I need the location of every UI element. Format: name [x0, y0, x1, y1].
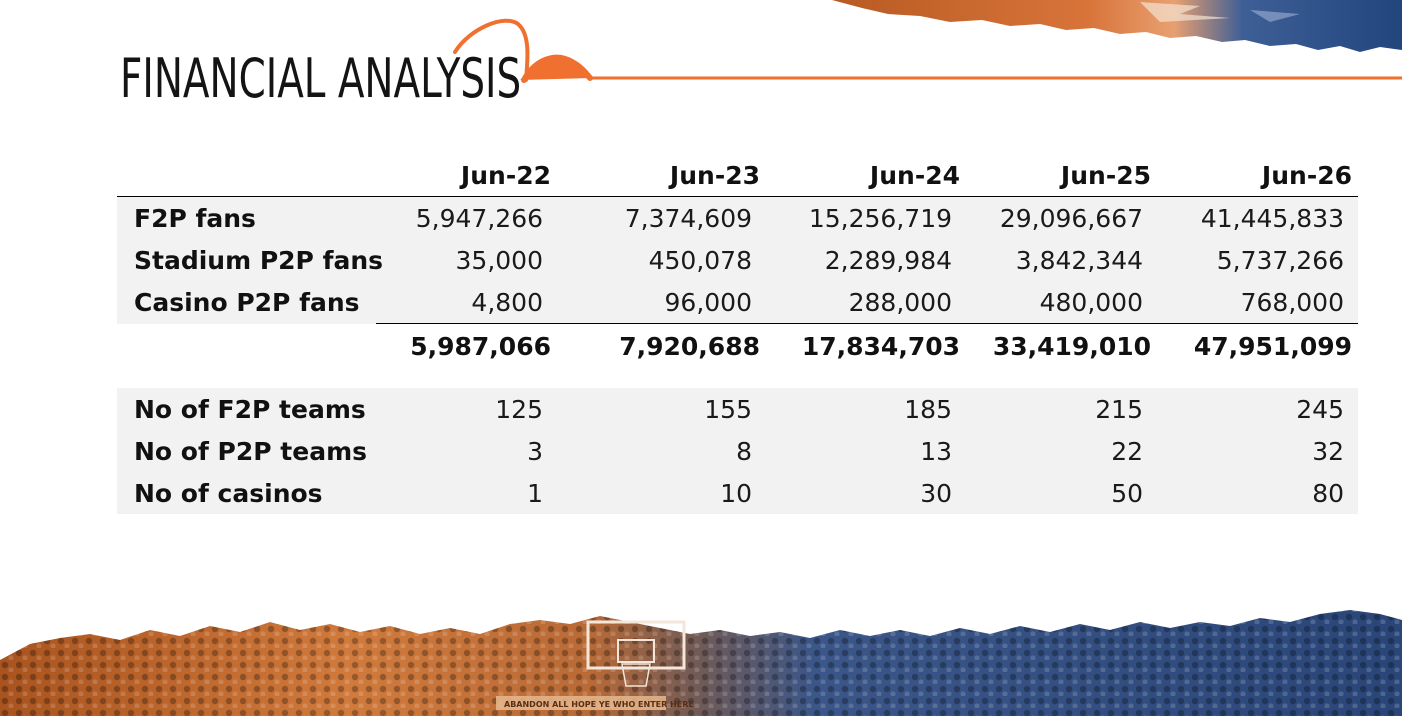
table-cell: 96,000: [557, 281, 766, 324]
total-cell: 17,834,703: [766, 323, 966, 368]
financial-table: Jun-22 Jun-23 Jun-24 Jun-25 Jun-26 F2P f…: [117, 155, 1358, 514]
header-blank-cell: [117, 155, 376, 197]
table-cell: 30: [766, 472, 966, 514]
top-brush-decoration: [832, 0, 1402, 52]
table-row-f2p-teams: No of F2P teams 125 155 185 215 245: [117, 388, 1358, 430]
table-row-stadium-p2p-fans: Stadium P2P fans 35,000 450,078 2,289,98…: [117, 239, 1358, 281]
table-cell: 4,800: [376, 281, 557, 324]
table-row-f2p-fans: F2P fans 5,947,266 7,374,609 15,256,719 …: [117, 196, 1358, 239]
title-swoosh-line: [453, 18, 1402, 83]
row-label: No of P2P teams: [117, 430, 376, 472]
total-cell: 7,920,688: [557, 323, 766, 368]
table-cell: 35,000: [376, 239, 557, 281]
table-cell: 2,289,984: [766, 239, 966, 281]
table-cell: 245: [1157, 388, 1358, 430]
column-header-jun-26: Jun-26: [1157, 155, 1358, 197]
table-cell: 3: [376, 430, 557, 472]
table-cell: 155: [557, 388, 766, 430]
total-cell: 47,951,099: [1157, 323, 1358, 368]
table-cell: 5,947,266: [376, 196, 557, 239]
table-cell: 215: [966, 388, 1157, 430]
table-cell: 288,000: [766, 281, 966, 324]
table-row-casino-p2p-fans: Casino P2P fans 4,800 96,000 288,000 480…: [117, 281, 1358, 324]
table-cell: 768,000: [1157, 281, 1358, 324]
total-blank-cell: [117, 323, 376, 368]
table-cell: 15,256,719: [766, 196, 966, 239]
column-header-jun-23: Jun-23: [557, 155, 766, 197]
table-cell: 41,445,833: [1157, 196, 1358, 239]
table-cell: 80: [1157, 472, 1358, 514]
table-header-row: Jun-22 Jun-23 Jun-24 Jun-25 Jun-26: [117, 155, 1358, 197]
table-cell: 8: [557, 430, 766, 472]
financial-table-container: Jun-22 Jun-23 Jun-24 Jun-25 Jun-26 F2P f…: [117, 155, 1358, 514]
table-row-p2p-teams: No of P2P teams 3 8 13 22 32: [117, 430, 1358, 472]
column-header-jun-24: Jun-24: [766, 155, 966, 197]
column-header-jun-22: Jun-22: [376, 155, 557, 197]
row-label: No of casinos: [117, 472, 376, 514]
table-spacer-row: [117, 368, 1358, 388]
table-cell: 185: [766, 388, 966, 430]
row-label: Casino P2P fans: [117, 281, 376, 324]
table-cell: 10: [557, 472, 766, 514]
row-label: F2P fans: [117, 196, 376, 239]
page-title: FINANCIAL ANALYSIS: [120, 47, 522, 110]
column-header-jun-25: Jun-25: [966, 155, 1157, 197]
table-cell: 29,096,667: [966, 196, 1157, 239]
table-cell: 13: [766, 430, 966, 472]
table-cell: 50: [966, 472, 1157, 514]
total-cell: 5,987,066: [376, 323, 557, 368]
table-cell: 480,000: [966, 281, 1157, 324]
row-label: Stadium P2P fans: [117, 239, 383, 281]
table-row-total-fans: 5,987,066 7,920,688 17,834,703 33,419,01…: [117, 323, 1358, 368]
table-row-casinos: No of casinos 1 10 30 50 80: [117, 472, 1358, 514]
table-cell: 5,737,266: [1157, 239, 1358, 281]
table-cell: 32: [1157, 430, 1358, 472]
row-label: No of F2P teams: [117, 388, 376, 430]
table-cell: 1: [376, 472, 557, 514]
crowd-photo-banner: ABANDON ALL HOPE YE WHO ENTER HERE: [0, 610, 1402, 716]
total-cell: 33,419,010: [966, 323, 1157, 368]
table-cell: 125: [376, 388, 557, 430]
table-cell: 22: [966, 430, 1157, 472]
table-cell: 7,374,609: [557, 196, 766, 239]
crowd-banner-text: ABANDON ALL HOPE YE WHO ENTER HERE: [504, 700, 694, 709]
table-cell: 3,842,344: [966, 239, 1157, 281]
table-cell: 450,078: [557, 239, 766, 281]
